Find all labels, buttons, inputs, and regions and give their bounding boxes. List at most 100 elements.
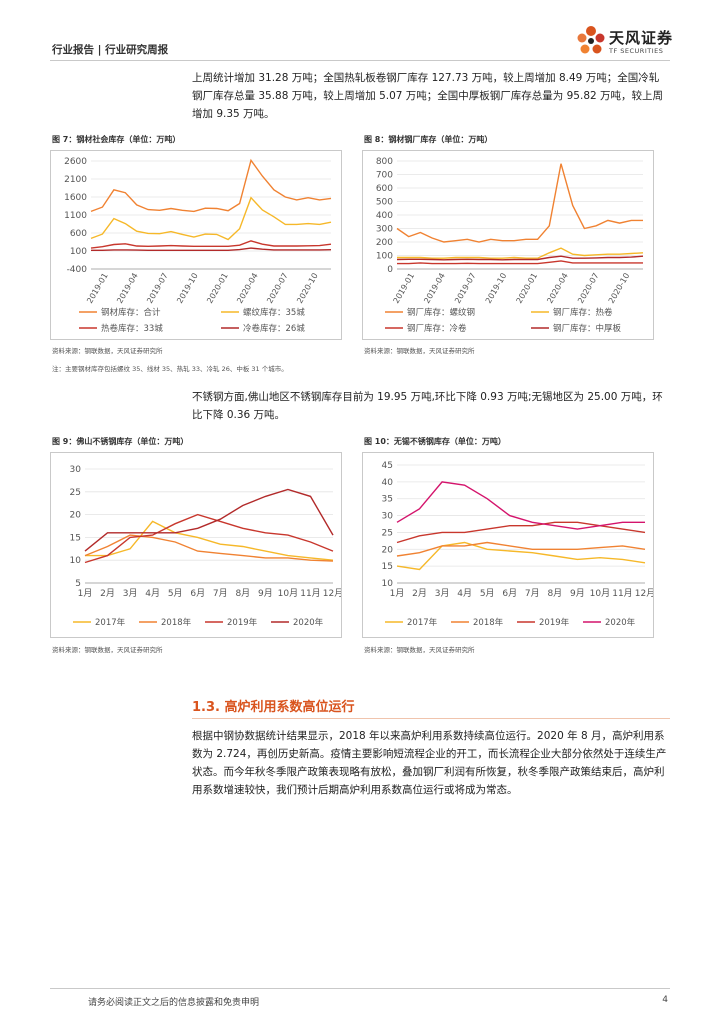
legend-label: 钢厂库存：冷卷 (407, 323, 467, 334)
y-tick-label: 100 (376, 252, 393, 262)
series-line (396, 541, 646, 571)
x-tick-label: 2020-10 (607, 272, 632, 305)
series-line (84, 513, 334, 564)
report-header: 行业报告 | 行业研究周报 (52, 44, 169, 56)
x-tick-label: 2020-04 (235, 272, 260, 305)
y-tick-label: 800 (376, 157, 393, 167)
y-tick-label: 30 (70, 465, 82, 475)
brand-logo (573, 23, 683, 63)
y-tick-label: 35 (382, 495, 393, 505)
x-tick-label: 2020-07 (265, 272, 290, 305)
x-tick-label: 5月 (168, 588, 183, 599)
x-tick-label: 7月 (213, 588, 228, 599)
y-tick-label: 2100 (64, 175, 87, 185)
series-line (397, 247, 644, 259)
series-line (396, 163, 643, 243)
legend-label: 钢厂库存：中厚板 (553, 323, 622, 334)
footer-disclaimer: 请务必阅读正文之后的信息披露和免责申明 (88, 998, 260, 1008)
y-tick-label: 600 (376, 184, 393, 194)
x-tick-label: 2020-10 (295, 272, 320, 305)
paragraph-inventory: 上周统计增加 31.28 万吨；全国热轧板卷钢厂库存 127.73 万吨，较上周… (192, 72, 664, 120)
x-tick-label: 4月 (457, 588, 472, 599)
logo-chinese-name: 天风证券 (609, 29, 674, 47)
x-tick-label: 12月 (635, 588, 653, 599)
y-tick-label: 45 (382, 461, 393, 471)
x-tick-label: 6月 (190, 588, 205, 599)
legend-label: 钢材库存：合计 (101, 307, 161, 318)
x-tick-label: 11月 (300, 588, 320, 599)
series-line (90, 158, 332, 213)
series-line (90, 240, 332, 249)
y-tick-label: 5 (75, 579, 81, 589)
paragraph-blast-furnace: 根据中钢协数据统计结果显示，2018 年以来高炉利用系数持续高位运行。2020 … (192, 730, 667, 796)
series-line (84, 534, 334, 562)
x-tick-label: 2019-10 (484, 272, 509, 305)
y-tick-label: 1600 (64, 193, 87, 203)
y-tick-label: 600 (70, 229, 87, 239)
y-tick-label: -400 (67, 265, 88, 275)
legend-label: 2019年 (227, 617, 258, 628)
y-tick-label: 15 (382, 562, 393, 572)
x-tick-label: 8月 (235, 588, 250, 599)
x-tick-label: 2019-01 (392, 272, 417, 305)
y-tick-label: 25 (70, 488, 81, 498)
x-tick-label: 2020-04 (545, 272, 570, 305)
y-tick-label: 400 (376, 211, 393, 221)
chart-title-7: 图 7：钢材社会库存（单位：万吨） (52, 135, 181, 144)
y-tick-label: 25 (382, 528, 393, 538)
x-tick-label: 1月 (78, 588, 93, 599)
legend-label: 2017年 (95, 617, 126, 628)
y-tick-label: 20 (70, 511, 82, 521)
legend-label: 2018年 (473, 617, 504, 628)
y-tick-label: 10 (382, 579, 394, 589)
x-tick-label: 6月 (502, 588, 517, 599)
legend-label: 钢厂库存：螺纹钢 (407, 307, 475, 318)
series-line (396, 255, 644, 261)
legend-label: 钢厂库存：热卷 (553, 307, 613, 318)
chart-title-10: 图 10：无锡不锈钢库存（单位：万吨） (364, 437, 506, 446)
x-tick-label: 2019-07 (453, 272, 478, 305)
chart-title-8: 图 8：钢材钢厂库存（单位：万吨） (364, 135, 493, 144)
chart-9-svg: 5 10 15 20 25 30 1月 2月 3月 4月 5月 6月 7月 8月 9月 10月11月12月 20… (70, 465, 341, 628)
x-tick-label: 5月 (480, 588, 495, 599)
x-tick-label: 2月 (100, 588, 115, 599)
legend-label: 冷卷库存：26城 (243, 323, 305, 334)
legend-label: 螺纹库存：35城 (243, 307, 305, 318)
footer-divider (50, 988, 670, 989)
x-tick-label: 10月 (278, 588, 298, 599)
y-tick-label: 20 (382, 545, 394, 555)
chart-10-svg: 10 15 20 25 30 35 40 45 1月 2月 3月 4月 5月 6月 7月 8月 9月 10月 11月… (382, 461, 653, 628)
x-tick-label: 7月 (525, 588, 540, 599)
x-tick-label: 3月 (123, 588, 138, 599)
legend-label: 2018年 (161, 617, 192, 628)
chart-7: -400 100 600 1100 1600 2100 2600 2019-01 2019-04… (50, 150, 342, 340)
logo-english-name: TF SECURITIES (609, 47, 664, 55)
series-line (397, 260, 643, 265)
x-tick-label: 8月 (547, 588, 562, 599)
chart-title-9: 图 9：佛山不锈钢库存（单位：万吨） (52, 437, 189, 446)
series-line (396, 521, 646, 544)
x-tick-label: 9月 (258, 588, 273, 599)
x-tick-label: 2020-07 (576, 272, 601, 305)
y-tick-label: 2600 (64, 157, 87, 167)
source-10: 资料来源：钢联数据，天风证券研究所 (364, 646, 475, 654)
legend-label: 2017年 (407, 617, 438, 628)
legend-label: 2020年 (605, 617, 636, 628)
x-tick-label: 2月 (412, 588, 427, 599)
y-tick-label: 300 (376, 225, 393, 235)
series-line (85, 520, 334, 561)
source-9: 资料来源：钢联数据，天风证券研究所 (52, 646, 163, 654)
x-tick-label: 3月 (435, 588, 450, 599)
legend-label: 2020年 (293, 617, 324, 628)
y-tick-label: 500 (376, 198, 393, 208)
x-tick-label: 1月 (390, 588, 405, 599)
note-7: 注：主要钢材库存包括螺纹 35、线材 35、热轧 33、冷轧 26、中板 31 … (52, 365, 288, 373)
legend-label: 热卷库存：33城 (101, 323, 163, 334)
y-tick-label: 700 (376, 171, 393, 181)
source-7: 资料来源：钢联数据，天风证券研究所 (52, 347, 163, 355)
series-line (396, 481, 645, 530)
x-tick-label: 2020-01 (515, 272, 540, 305)
y-tick-label: 0 (387, 265, 393, 275)
chart-9: 5 10 15 20 25 30 1月 2月 3月 4月 5月 6月 7月 8月 9月 10月11月12月 20… (50, 452, 342, 638)
legend-label: 2019年 (539, 617, 570, 628)
